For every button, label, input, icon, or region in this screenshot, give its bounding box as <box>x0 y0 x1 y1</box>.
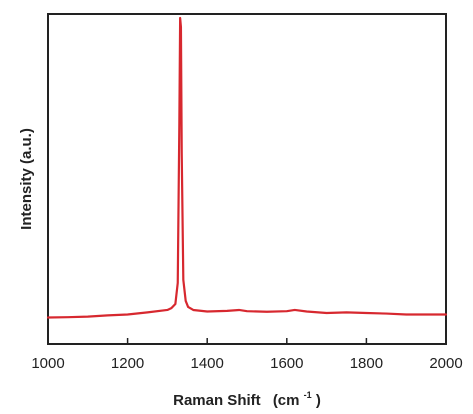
x-tick-label: 1600 <box>270 355 303 372</box>
x-tick-label: 2000 <box>429 355 462 372</box>
x-axis-unit-exponent: -1 <box>304 390 312 400</box>
x-axis-title: Raman Shift (cm -1 ) <box>173 385 321 409</box>
x-axis-ticks <box>47 338 447 344</box>
x-tick-label: 1000 <box>31 355 64 372</box>
plot-frame <box>47 13 447 345</box>
x-axis-tick-labels: 1000 1200 1400 1600 1800 2000 <box>31 355 462 372</box>
x-axis-label: Raman Shift <box>173 392 261 409</box>
spectrum-line <box>46 16 448 319</box>
x-tick-label: 1400 <box>191 355 224 372</box>
x-axis-unit-base: (cm <box>273 392 300 409</box>
x-tick-label: 1200 <box>111 355 144 372</box>
y-axis-title: Intensity (a.u.) <box>18 128 35 230</box>
x-axis-unit-close: ) <box>316 392 321 409</box>
x-tick-label: 1800 <box>350 355 383 372</box>
